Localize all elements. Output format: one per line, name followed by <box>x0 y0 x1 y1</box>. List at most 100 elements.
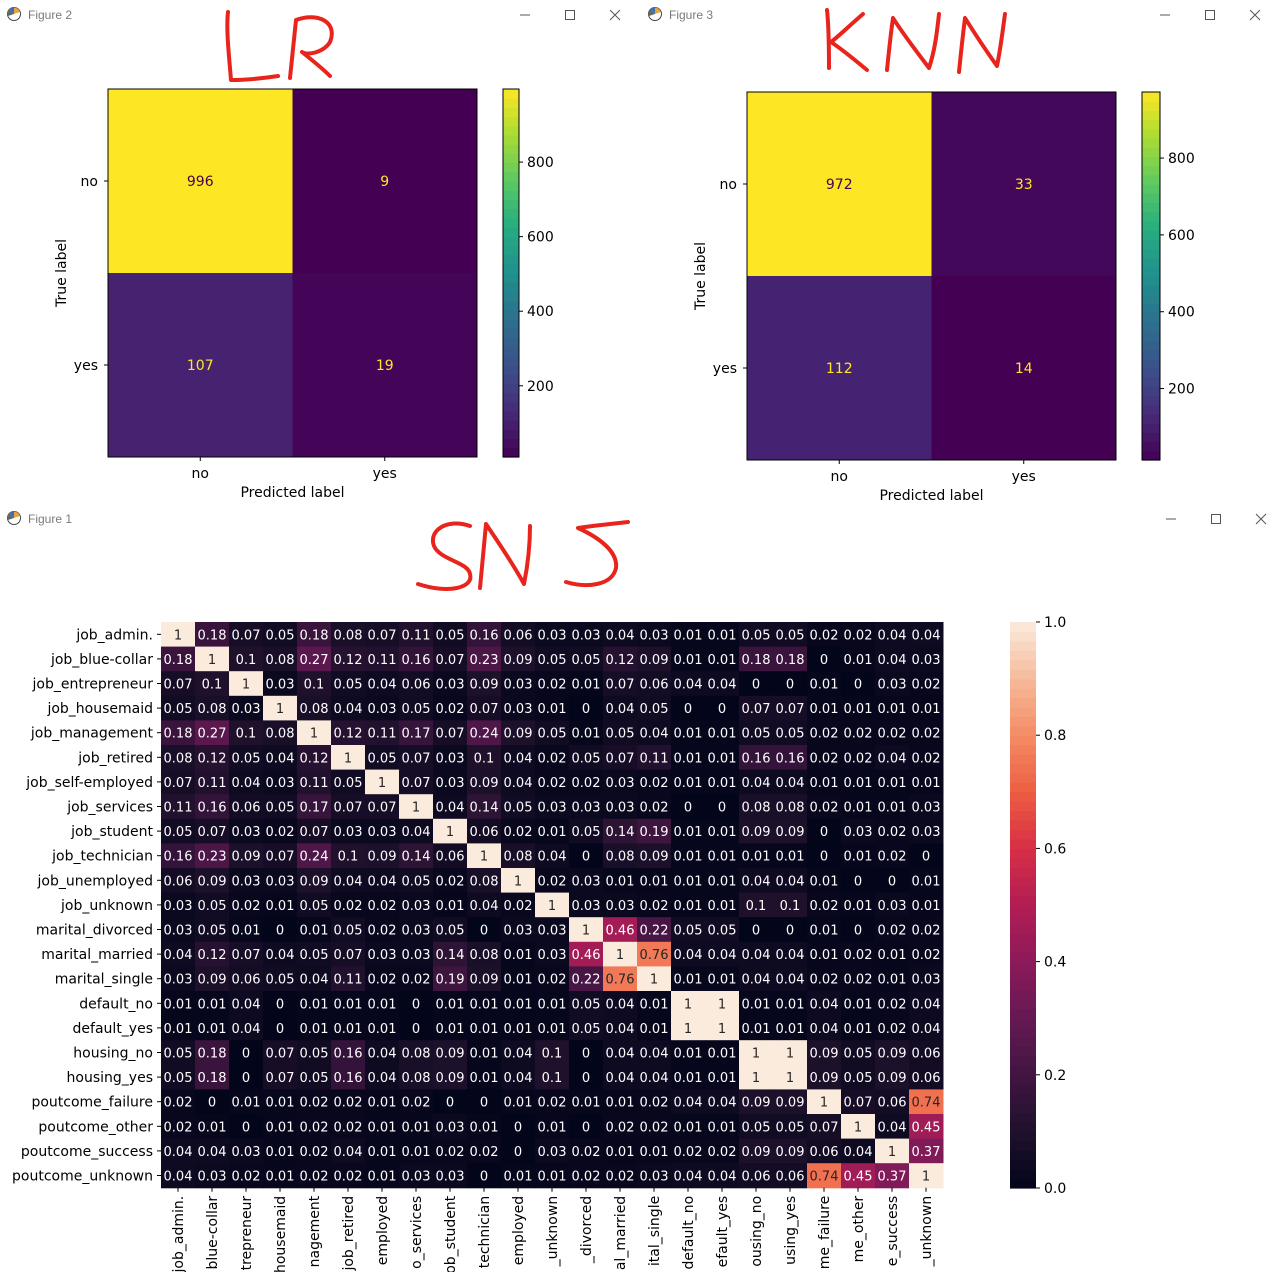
heatmap-cell <box>433 941 468 967</box>
heatmap-cell <box>807 843 842 869</box>
matplotlib-app-icon <box>648 7 662 21</box>
x-tick-label: o_services <box>409 1196 425 1269</box>
heatmap-value-label: 0 <box>480 1170 488 1185</box>
heatmap-value-label: 0.05 <box>300 948 329 963</box>
heatmap-value-label: 0.04 <box>674 678 703 693</box>
heatmap-value-label: 0.11 <box>300 776 329 791</box>
figure3-titlebar[interactable]: Figure 3 <box>641 0 1283 30</box>
heatmap-value-label: 0.06 <box>776 1170 805 1185</box>
heatmap-value-label: 0.02 <box>844 751 873 766</box>
heatmap-value-label: 1 <box>310 727 318 742</box>
confusion-value-label: 33 <box>1015 177 1033 193</box>
heatmap-value-label: 0.05 <box>334 924 363 939</box>
heatmap-value-label: 0.01 <box>810 678 839 693</box>
maximize-button[interactable] <box>1188 0 1233 30</box>
heatmap-value-label: 0.09 <box>878 1071 907 1086</box>
colorbar-tick-label: 0.6 <box>1044 841 1066 857</box>
heatmap-value-label: 1 <box>480 850 488 865</box>
close-button[interactable] <box>1233 0 1278 30</box>
heatmap-value-label: 0.04 <box>912 997 941 1012</box>
close-icon <box>609 9 621 21</box>
heatmap-cell <box>569 695 604 721</box>
figure1-titlebar[interactable]: Figure 1 <box>0 504 1283 534</box>
minimize-button[interactable] <box>1143 0 1188 30</box>
heatmap-value-label: 0.22 <box>640 924 669 939</box>
x-tick-label: using_yes <box>783 1196 799 1265</box>
heatmap-cell <box>501 991 536 1017</box>
heatmap-value-label: 0.02 <box>878 727 907 742</box>
heatmap-cell <box>229 941 264 967</box>
colorbar-segment <box>1010 1169 1036 1180</box>
colorbar-segment <box>1142 248 1160 259</box>
heatmap-value-label: 0 <box>480 1096 488 1111</box>
heatmap-value-label: 0.01 <box>198 1022 227 1037</box>
y-tick-label: poutcome_success <box>21 1144 153 1160</box>
heatmap-cell <box>569 892 604 918</box>
heatmap-cell <box>671 720 706 746</box>
heatmap-cell <box>365 769 400 795</box>
minimize-button[interactable] <box>1149 504 1194 534</box>
close-button[interactable] <box>1239 504 1283 534</box>
heatmap-value-label: 0.01 <box>266 1145 295 1160</box>
heatmap-cell <box>365 917 400 943</box>
heatmap-value-label: 0.27 <box>198 727 227 742</box>
heatmap-cell <box>807 1138 842 1164</box>
heatmap-value-label: 0.16 <box>334 1047 363 1062</box>
heatmap-value-label: 0.01 <box>844 899 873 914</box>
heatmap-value-label: 1 <box>276 702 284 717</box>
heatmap-cell <box>501 966 536 992</box>
heatmap-value-label: 0.07 <box>436 727 465 742</box>
heatmap-cell <box>263 917 298 943</box>
heatmap-cell <box>501 745 536 771</box>
heatmap-cell <box>705 769 740 795</box>
heatmap-value-label: 0.18 <box>776 653 805 668</box>
heatmap-cell <box>365 892 400 918</box>
heatmap-value-label: 0.05 <box>640 702 669 717</box>
heatmap-value-label: 0.03 <box>572 628 601 643</box>
heatmap-cell <box>603 695 638 721</box>
heatmap-cell <box>807 671 842 697</box>
heatmap-cell <box>331 745 366 771</box>
heatmap-value-label: 0.02 <box>640 776 669 791</box>
minimize-button[interactable] <box>503 0 548 30</box>
maximize-button[interactable] <box>548 0 593 30</box>
close-button[interactable] <box>593 0 638 30</box>
heatmap-cell <box>535 671 570 697</box>
heatmap-value-label: 0.04 <box>164 1145 193 1160</box>
heatmap-value-label: 0.03 <box>436 776 465 791</box>
heatmap-value-label: 0.09 <box>198 973 227 988</box>
heatmap-value-label: 0.03 <box>912 973 941 988</box>
heatmap-value-label: 1 <box>718 1022 726 1037</box>
heatmap-value-label: 0.04 <box>504 1071 533 1086</box>
matplotlib-app-icon <box>7 511 21 525</box>
heatmap-cell <box>501 1015 536 1041</box>
heatmap-cell <box>263 745 298 771</box>
confusion-cell <box>108 89 293 273</box>
heatmap-cell <box>535 769 570 795</box>
heatmap-value-label: 0.01 <box>912 874 941 889</box>
figure2-titlebar[interactable]: Figure 2 <box>0 0 638 30</box>
heatmap-cell <box>739 1163 774 1189</box>
heatmap-value-label: 0.03 <box>402 1170 431 1185</box>
heatmap-cell <box>739 892 774 918</box>
heatmap-cell <box>739 1114 774 1140</box>
maximize-button[interactable] <box>1194 504 1239 534</box>
heatmap-value-label: 0.01 <box>368 1145 397 1160</box>
heatmap-value-label: 0.02 <box>878 1022 907 1037</box>
heatmap-cell <box>535 917 570 943</box>
heatmap-value-label: 0.01 <box>674 973 703 988</box>
heatmap-value-label: 0.01 <box>674 874 703 889</box>
heatmap-value-label: 1 <box>786 1071 794 1086</box>
heatmap-cell <box>263 966 298 992</box>
heatmap-cell <box>535 646 570 672</box>
heatmap-value-label: 0.02 <box>572 776 601 791</box>
heatmap-value-label: 1 <box>378 776 386 791</box>
heatmap-value-label: 0.03 <box>538 948 567 963</box>
heatmap-cell <box>535 868 570 894</box>
heatmap-cell <box>739 1015 774 1041</box>
heatmap-cell <box>603 671 638 697</box>
colorbar-segment <box>1142 239 1160 249</box>
colorbar-segment <box>1010 1037 1036 1048</box>
heatmap-value-label: 0.24 <box>300 850 329 865</box>
heatmap-value-label: 0.03 <box>606 899 635 914</box>
